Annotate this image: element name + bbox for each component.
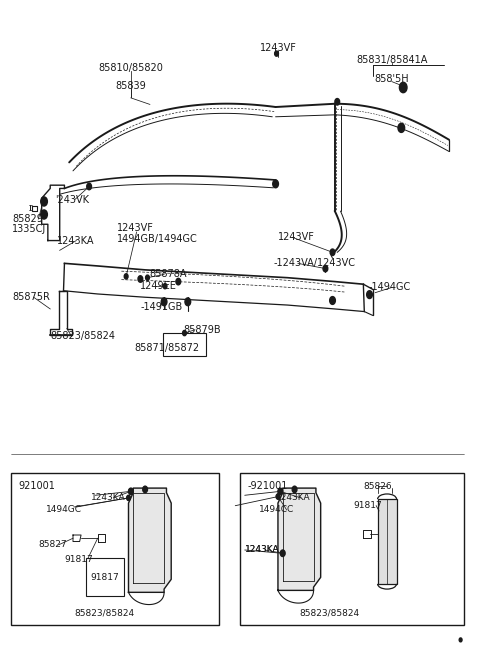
Text: 1243VF: 1243VF bbox=[278, 233, 315, 242]
Text: -1494GC: -1494GC bbox=[368, 283, 410, 292]
Circle shape bbox=[138, 276, 143, 283]
Circle shape bbox=[399, 82, 407, 93]
Circle shape bbox=[182, 330, 186, 336]
Text: 85875R: 85875R bbox=[12, 292, 50, 302]
Circle shape bbox=[368, 292, 371, 296]
Text: 1335CJ: 1335CJ bbox=[12, 225, 47, 235]
Text: 85823/85824: 85823/85824 bbox=[74, 608, 134, 618]
Text: -1243VA/1243VC: -1243VA/1243VC bbox=[273, 258, 355, 268]
Text: 1243KA: 1243KA bbox=[91, 493, 125, 503]
Circle shape bbox=[145, 275, 149, 281]
Circle shape bbox=[274, 182, 277, 186]
Circle shape bbox=[323, 265, 328, 272]
Circle shape bbox=[176, 279, 180, 285]
Circle shape bbox=[278, 488, 283, 495]
Text: 85839: 85839 bbox=[116, 81, 146, 91]
Circle shape bbox=[399, 125, 403, 131]
Circle shape bbox=[292, 486, 297, 493]
Text: 85831/85841A: 85831/85841A bbox=[356, 55, 428, 65]
Text: 85810/85820: 85810/85820 bbox=[98, 63, 163, 73]
Circle shape bbox=[273, 180, 278, 188]
Circle shape bbox=[331, 250, 334, 254]
Circle shape bbox=[143, 486, 147, 493]
Circle shape bbox=[129, 489, 133, 494]
Text: 1249EE: 1249EE bbox=[140, 281, 177, 291]
Text: 85879B: 85879B bbox=[183, 325, 221, 335]
Circle shape bbox=[367, 290, 372, 298]
Text: 85823/85824: 85823/85824 bbox=[50, 331, 115, 342]
Text: 1494CC: 1494CC bbox=[259, 505, 294, 514]
Circle shape bbox=[127, 495, 131, 501]
Text: 1494GC: 1494GC bbox=[46, 505, 82, 514]
Circle shape bbox=[124, 274, 128, 279]
Text: -921001: -921001 bbox=[247, 481, 288, 491]
Text: 1494GB/1494GC: 1494GB/1494GC bbox=[117, 234, 197, 244]
Circle shape bbox=[87, 183, 92, 190]
Circle shape bbox=[276, 494, 280, 499]
Text: 921001: 921001 bbox=[18, 481, 55, 491]
Circle shape bbox=[185, 298, 191, 306]
Polygon shape bbox=[278, 488, 321, 591]
Text: 1243VF: 1243VF bbox=[117, 223, 154, 233]
Text: 85827: 85827 bbox=[38, 540, 67, 549]
Text: 1243KA: 1243KA bbox=[276, 493, 310, 503]
Circle shape bbox=[281, 551, 285, 556]
Text: 1243KA: 1243KA bbox=[57, 236, 95, 246]
Circle shape bbox=[330, 296, 336, 304]
Circle shape bbox=[280, 550, 285, 556]
Text: 91817: 91817 bbox=[64, 555, 93, 564]
Text: 91817: 91817 bbox=[90, 573, 119, 582]
Text: '243VK: '243VK bbox=[55, 194, 89, 204]
Text: 85871/85872: 85871/85872 bbox=[134, 343, 199, 353]
Bar bbox=[12, 473, 219, 625]
Text: 1243KA: 1243KA bbox=[245, 545, 279, 555]
Text: -1491GB: -1491GB bbox=[140, 302, 182, 312]
Text: 1243VF: 1243VF bbox=[260, 43, 296, 53]
Circle shape bbox=[331, 298, 334, 302]
Circle shape bbox=[129, 488, 133, 495]
Circle shape bbox=[161, 298, 167, 306]
Text: 858'5H: 858'5H bbox=[374, 74, 409, 84]
Text: 1243KA: 1243KA bbox=[245, 545, 279, 555]
Bar bbox=[240, 473, 464, 625]
Circle shape bbox=[41, 197, 48, 206]
Text: 91817: 91817 bbox=[354, 501, 383, 510]
Circle shape bbox=[41, 210, 48, 219]
Text: 85823/85824: 85823/85824 bbox=[300, 608, 360, 618]
Circle shape bbox=[401, 85, 405, 90]
Bar bbox=[378, 499, 396, 584]
Text: 85826: 85826 bbox=[363, 482, 392, 491]
Polygon shape bbox=[129, 488, 171, 593]
Circle shape bbox=[398, 124, 405, 133]
Text: 85878A: 85878A bbox=[150, 269, 187, 279]
Circle shape bbox=[335, 99, 340, 105]
Circle shape bbox=[330, 249, 335, 256]
Circle shape bbox=[163, 284, 167, 289]
Circle shape bbox=[43, 213, 46, 216]
Circle shape bbox=[459, 638, 462, 642]
Circle shape bbox=[43, 200, 46, 204]
Bar bbox=[163, 333, 206, 356]
Bar bbox=[86, 558, 124, 596]
Circle shape bbox=[275, 51, 278, 57]
Circle shape bbox=[278, 489, 282, 494]
Text: 85829: 85829 bbox=[12, 214, 43, 224]
